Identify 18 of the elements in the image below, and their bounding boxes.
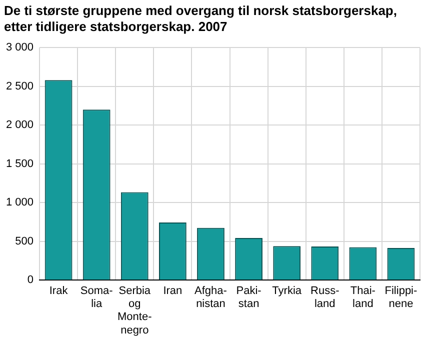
x-tick-label: Soma- lia bbox=[80, 284, 114, 310]
x-tick-label: Irak bbox=[49, 284, 68, 297]
x-tick-label: Filippi- nene bbox=[384, 284, 418, 310]
y-tick-label: 0 bbox=[27, 274, 34, 286]
chart-title: De ti største gruppene med overgang til norsk statsborgerskap, etter tidligere statsborgerskap. 2007 bbox=[3, 2, 398, 35]
y-tick-label: 2 500 bbox=[6, 80, 34, 92]
y-tick-label: 1 000 bbox=[6, 196, 34, 209]
x-tick-label: Russ- land bbox=[310, 284, 340, 310]
x-tick-label: Serbia og Monte- negro bbox=[118, 284, 152, 336]
y-tick-label: 2 000 bbox=[6, 119, 34, 132]
x-tick-label: Thai- land bbox=[350, 284, 376, 310]
y-tick-label: 500 bbox=[15, 235, 34, 248]
x-tick-label: Iran bbox=[163, 284, 182, 297]
x-tick-label: Afgha- nistan bbox=[194, 284, 228, 310]
y-tick-label: 3 000 bbox=[6, 42, 34, 54]
x-tick-label: Tyrkia bbox=[272, 284, 302, 297]
x-tick-label: Paki- stan bbox=[236, 284, 262, 310]
y-tick-label: 1 500 bbox=[6, 158, 34, 170]
